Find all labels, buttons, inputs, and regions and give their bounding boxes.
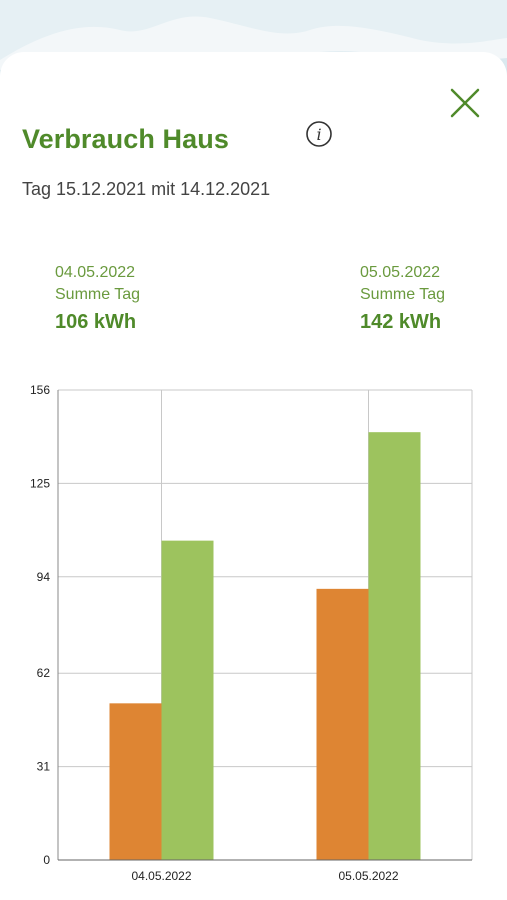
y-tick-label: 31 — [37, 760, 51, 774]
summary-date: 05.05.2022 — [360, 264, 441, 281]
summary-value: 106 kWh — [55, 311, 137, 333]
page-title: Verbrauch Haus — [22, 124, 229, 154]
close-icon[interactable] — [448, 86, 482, 120]
bar — [368, 432, 421, 860]
period-subtitle: Tag 15.12.2021 mit 14.12.2021 — [22, 179, 271, 199]
consumption-bar-chart: 0 31 62 94 125 156 04.05.2022 05.05.2022 — [30, 383, 473, 883]
summary-value: 142 kWh — [360, 311, 442, 333]
y-tick-label: 125 — [30, 476, 50, 490]
info-icon[interactable]: i — [305, 120, 333, 148]
summary-date: 04.05.2022 — [55, 264, 136, 281]
y-tick-label: 156 — [30, 383, 50, 397]
bar — [109, 703, 162, 860]
y-tick-label: 94 — [37, 570, 51, 584]
svg-text:i: i — [316, 125, 321, 144]
summary-label: Summe Tag — [360, 286, 446, 303]
summary-label: Summe Tag — [55, 286, 141, 303]
bar — [161, 540, 214, 860]
y-tick-label: 0 — [43, 853, 50, 867]
x-tick-label: 05.05.2022 — [338, 869, 398, 883]
summary-day-1: 04.05.2022 Summe Tag 106 kWh — [55, 262, 140, 336]
summary-day-2: 05.05.2022 Summe Tag 142 kWh — [360, 262, 445, 336]
detail-sheet — [0, 52, 507, 900]
x-tick-label: 04.05.2022 — [131, 869, 191, 883]
y-tick-label: 62 — [37, 666, 51, 680]
bar — [316, 588, 369, 860]
